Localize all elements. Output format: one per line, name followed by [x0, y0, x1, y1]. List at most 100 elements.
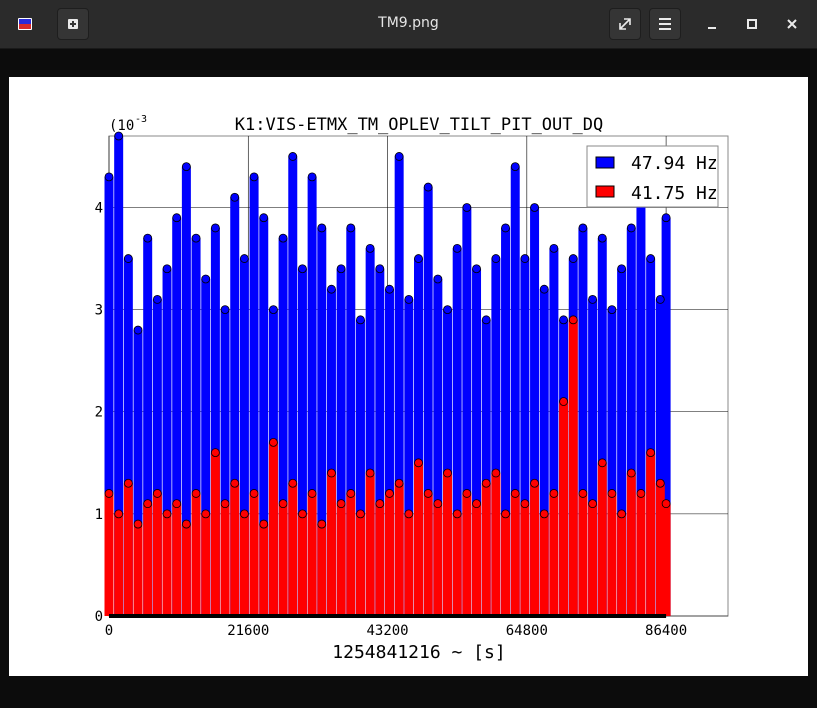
markers — [104, 131, 671, 618]
point-s0 — [143, 233, 153, 243]
point-s0 — [375, 264, 385, 274]
point-s1 — [249, 489, 259, 498]
y-tick-label: 3 — [95, 303, 103, 319]
point-s0 — [104, 172, 114, 182]
legend-swatch-blue — [595, 156, 615, 169]
point-s0 — [298, 264, 307, 274]
point-s1 — [278, 499, 288, 509]
legend-label-1: 41.75 Hz — [631, 183, 718, 204]
new-tab-button[interactable] — [57, 8, 89, 40]
point-s0 — [346, 223, 356, 233]
y-tick-label: 4 — [95, 200, 103, 216]
point-s0 — [317, 223, 327, 233]
point-s0 — [501, 223, 510, 233]
new-tab-icon — [68, 19, 78, 29]
point-s1 — [240, 509, 249, 519]
point-s0 — [414, 254, 423, 263]
point-s0 — [152, 295, 162, 304]
point-s1 — [646, 448, 656, 457]
point-s1 — [346, 489, 356, 498]
point-s0 — [210, 223, 220, 233]
point-s0 — [172, 213, 182, 223]
y-tick-label: 2 — [95, 405, 103, 421]
fullscreen-button[interactable] — [609, 8, 641, 40]
y-tick-label: 1 — [95, 507, 103, 523]
point-s1 — [394, 478, 404, 488]
x-tick-label: 0 — [105, 623, 113, 639]
point-s1 — [568, 315, 578, 325]
point-s0 — [626, 223, 636, 233]
point-s0 — [433, 274, 443, 284]
point-s0 — [443, 305, 452, 315]
fullscreen-icon — [619, 18, 631, 30]
point-s1 — [559, 397, 568, 406]
point-s0 — [288, 152, 298, 161]
point-s1 — [549, 489, 559, 498]
minimize-icon[interactable] — [702, 14, 722, 34]
point-s0 — [191, 233, 201, 243]
point-s0 — [530, 203, 539, 212]
point-s1 — [356, 509, 365, 519]
point-s1 — [220, 499, 230, 509]
image-viewer-icon — [10, 12, 40, 38]
point-s0 — [661, 213, 671, 223]
point-s1 — [539, 509, 549, 519]
point-s1 — [443, 468, 452, 478]
point-s0 — [404, 295, 414, 304]
point-s1 — [520, 499, 530, 509]
point-s0 — [472, 264, 481, 274]
x-axis-label: 1254841216 ~ [s] — [332, 642, 505, 663]
point-s0 — [123, 254, 133, 263]
point-s0 — [201, 274, 211, 284]
point-s1 — [578, 489, 588, 498]
point-s1 — [462, 489, 472, 498]
point-s0 — [181, 162, 191, 172]
point-s0 — [568, 254, 578, 263]
point-s1 — [501, 509, 510, 519]
point-s1 — [181, 519, 191, 529]
window-title: TM9.png — [378, 15, 439, 31]
point-s0 — [423, 182, 433, 192]
menu-button[interactable] — [649, 8, 681, 40]
point-s0 — [617, 264, 627, 274]
legend-label-0: 47.94 Hz — [631, 153, 718, 174]
point-s0 — [597, 233, 607, 243]
point-s1 — [655, 478, 665, 488]
point-s1 — [210, 448, 220, 457]
y-exponent: -3 — [135, 114, 147, 125]
point-s0 — [269, 305, 278, 315]
point-s1 — [143, 499, 153, 509]
point-s1 — [607, 489, 617, 498]
point-s1 — [414, 458, 423, 468]
point-s1 — [172, 499, 182, 509]
point-s0 — [559, 315, 568, 325]
image-canvas: (10 -3 K1:VIS-ETMX_TM_OPLEV_TILT_PIT_OUT… — [9, 77, 808, 676]
point-s1 — [588, 499, 597, 509]
point-s1 — [597, 458, 607, 468]
legend-swatch-red — [595, 185, 615, 198]
point-s0 — [356, 315, 365, 325]
point-s0 — [510, 162, 520, 172]
point-s0 — [220, 305, 230, 315]
point-s0 — [259, 213, 269, 223]
hamburger-menu-icon — [659, 18, 671, 30]
y-tick-label: 0 — [95, 609, 103, 625]
point-s1 — [201, 509, 211, 519]
point-s1 — [423, 489, 433, 498]
y-exponent-label: (10 — [109, 118, 134, 134]
point-s1 — [385, 489, 394, 498]
point-s0 — [114, 131, 124, 141]
point-s1 — [481, 478, 491, 488]
point-s0 — [520, 254, 530, 263]
stems — [104, 136, 671, 616]
maximize-icon[interactable] — [742, 14, 762, 34]
point-s1 — [327, 468, 336, 478]
chart-title: K1:VIS-ETMX_TM_OPLEV_TILT_PIT_OUT_DQ — [235, 115, 603, 135]
point-s0 — [385, 284, 394, 294]
point-s1 — [317, 519, 327, 529]
close-icon[interactable] — [782, 14, 802, 34]
point-s1 — [288, 478, 298, 488]
point-s0 — [452, 243, 462, 253]
point-s0 — [230, 192, 240, 202]
point-s0 — [278, 233, 288, 243]
